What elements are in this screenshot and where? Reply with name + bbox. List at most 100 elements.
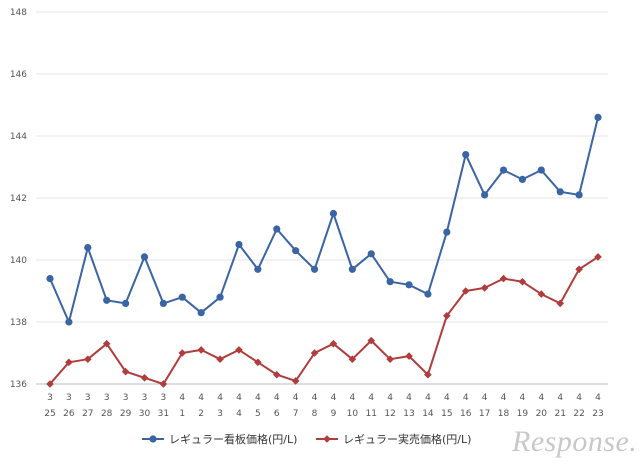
x-tick-month: 4 [425, 393, 431, 403]
x-tick-day: 10 [347, 409, 359, 419]
x-tick-day: 25 [44, 409, 55, 419]
data-point [65, 318, 73, 326]
x-tick-day: 5 [255, 409, 261, 419]
data-point [291, 377, 300, 385]
x-tick-month: 4 [501, 393, 507, 403]
data-point [594, 253, 602, 261]
data-point [575, 191, 583, 199]
y-tick-label: 144 [10, 132, 27, 142]
x-tick-labels: 3253263273283293303314142434445464748494… [44, 393, 603, 419]
data-point [178, 349, 187, 357]
x-tick-month: 4 [312, 393, 318, 403]
data-point [386, 355, 394, 363]
x-tick-month: 3 [142, 393, 148, 403]
data-point [537, 290, 546, 298]
x-tick-day: 28 [101, 409, 113, 419]
x-tick-day: 4 [236, 409, 242, 419]
data-point [329, 339, 338, 348]
series-line [49, 256, 599, 385]
data-point [235, 240, 243, 249]
data-point [140, 374, 149, 382]
data-point [424, 370, 432, 379]
data-point [65, 358, 73, 367]
x-tick-month: 3 [123, 393, 129, 403]
x-tick-day: 9 [331, 409, 337, 419]
data-point [254, 358, 262, 367]
y-tick-label: 142 [10, 194, 27, 204]
x-tick-month: 3 [85, 393, 91, 403]
x-tick-day: 21 [554, 409, 565, 419]
x-tick-month: 4 [255, 393, 261, 403]
y-tick-label: 140 [10, 256, 27, 266]
data-point [103, 296, 111, 304]
x-tick-month: 4 [557, 393, 563, 403]
data-point [367, 336, 376, 345]
x-tick-month: 3 [47, 393, 53, 403]
x-tick-day: 7 [293, 409, 299, 419]
data-point [481, 191, 489, 199]
x-tick-month: 4 [236, 393, 242, 403]
x-tick-month: 4 [538, 393, 544, 403]
x-tick-day: 23 [592, 409, 603, 419]
data-point [348, 265, 356, 273]
y-tick-label: 148 [10, 8, 27, 18]
x-tick-month: 4 [179, 393, 185, 403]
data-point [310, 349, 319, 357]
x-tick-day: 11 [366, 409, 377, 419]
series-1 [46, 113, 602, 326]
series-2 [46, 253, 602, 388]
data-point [518, 175, 527, 183]
response-logo-watermark: Response. [511, 425, 637, 458]
x-tick-day: 27 [82, 409, 93, 419]
x-tick-day: 1 [179, 409, 185, 419]
x-tick-day: 14 [422, 409, 434, 419]
series-layer [46, 113, 602, 388]
x-tick-day: 3 [217, 409, 223, 419]
x-tick-day: 31 [158, 409, 169, 419]
x-tick-day: 2 [198, 409, 204, 419]
data-point [197, 309, 205, 317]
x-tick-day: 8 [312, 409, 318, 419]
data-point [121, 367, 130, 376]
data-point [84, 244, 92, 252]
x-tick-month: 4 [198, 393, 204, 403]
data-point [556, 188, 564, 196]
x-tick-day: 15 [441, 409, 452, 419]
x-tick-month: 4 [406, 393, 412, 403]
x-tick-month: 4 [368, 393, 374, 403]
data-point [235, 346, 243, 354]
x-tick-month: 4 [293, 393, 299, 403]
x-tick-month: 3 [66, 393, 72, 403]
series-line [49, 117, 599, 323]
legend-marker [149, 435, 157, 443]
data-point [594, 113, 602, 121]
data-point [83, 355, 92, 363]
x-tick-month: 4 [482, 393, 488, 403]
x-tick-day: 16 [460, 409, 472, 419]
y-tick-label: 138 [10, 318, 27, 328]
data-point [121, 299, 130, 307]
data-point [499, 166, 508, 174]
data-point [272, 370, 281, 379]
x-tick-day: 6 [274, 409, 280, 419]
legend-marker [323, 435, 331, 443]
data-point [46, 275, 54, 283]
x-tick-month: 4 [274, 393, 280, 403]
data-point [348, 355, 357, 363]
x-tick-day: 20 [536, 409, 548, 419]
x-tick-day: 12 [384, 409, 395, 419]
data-point [405, 281, 413, 289]
x-tick-day: 18 [498, 409, 510, 419]
data-point [292, 247, 300, 255]
data-point [178, 293, 186, 301]
data-point [216, 293, 224, 301]
x-tick-day: 17 [479, 409, 490, 419]
x-tick-month: 3 [104, 393, 110, 403]
data-point [310, 265, 319, 273]
x-tick-month: 4 [444, 393, 450, 403]
x-tick-month: 4 [349, 393, 355, 403]
data-point [537, 166, 545, 174]
data-point [46, 380, 54, 388]
data-point [461, 287, 470, 295]
